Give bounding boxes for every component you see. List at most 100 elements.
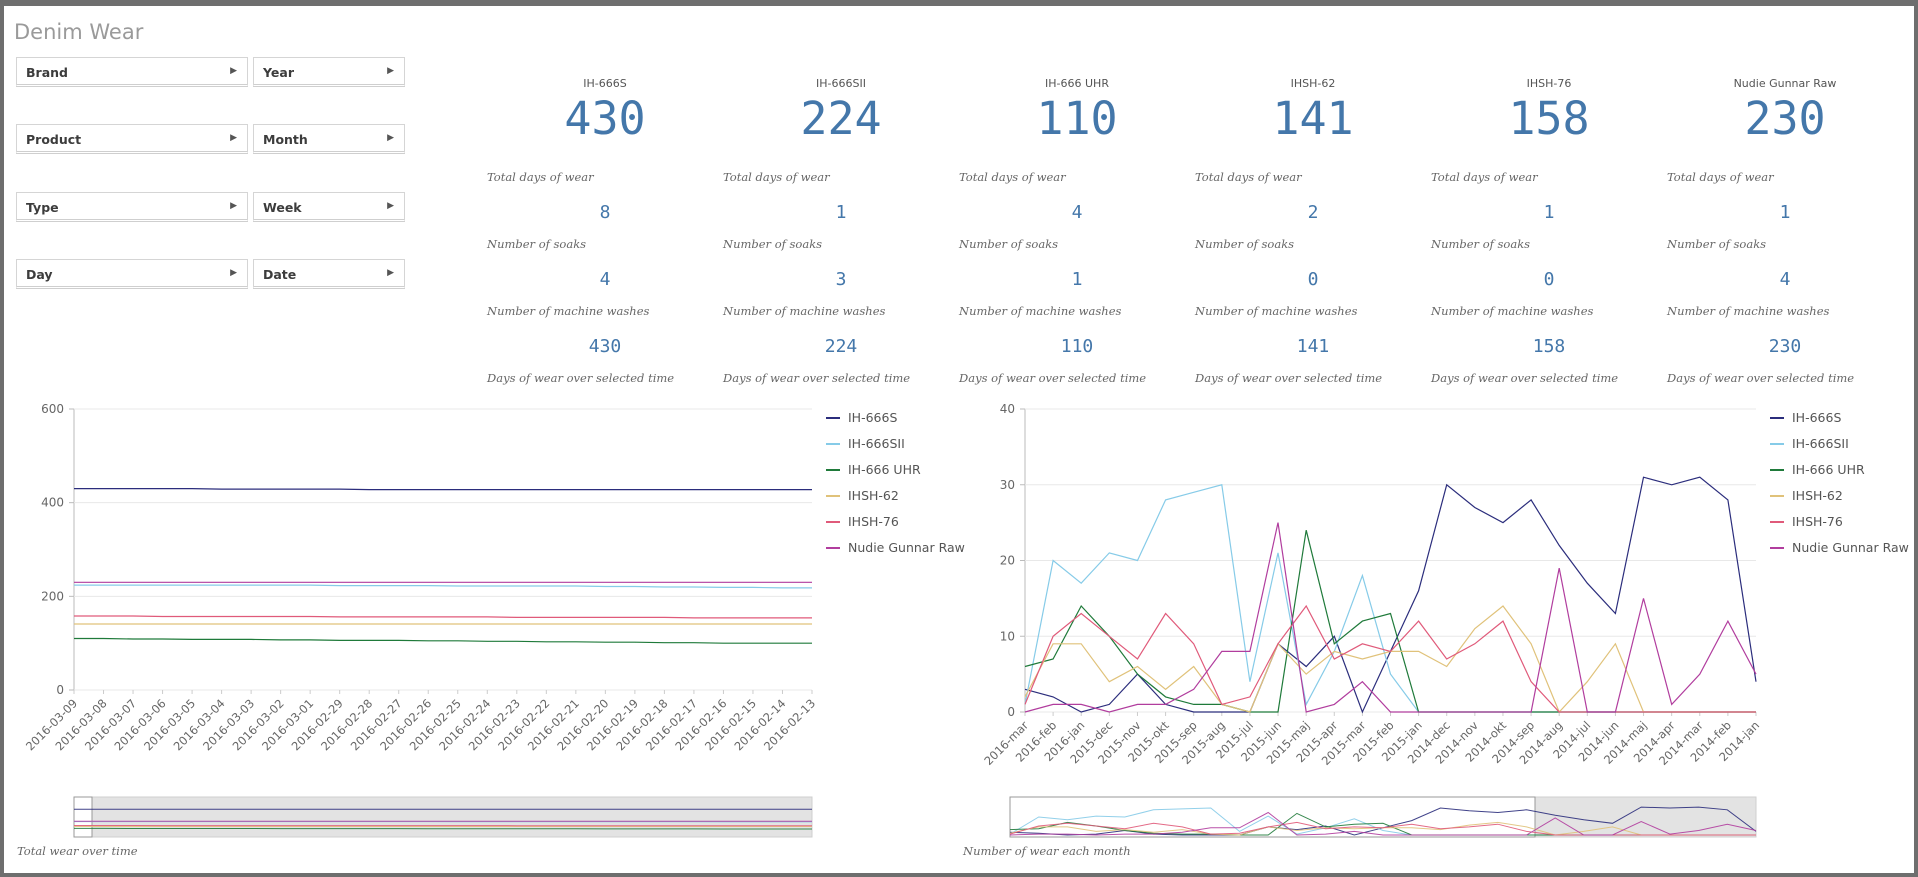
kpi-selected-label: Days of wear over selected time xyxy=(1431,371,1619,385)
kpi-soaks-value: 2 xyxy=(1307,202,1319,223)
kpi-washes-value: 3 xyxy=(835,269,847,290)
app-title: Denim Wear xyxy=(14,20,144,44)
y-tick-label: 30 xyxy=(1000,478,1015,492)
kpi-selected-value: 430 xyxy=(588,336,622,357)
filter-label: Type xyxy=(26,200,59,215)
navigator-series-line xyxy=(1009,811,1757,836)
series-line-ih-666-uhr xyxy=(74,637,812,644)
filter-date[interactable]: Date ▶ xyxy=(253,259,405,289)
kpi-selected-label: Days of wear over selected time xyxy=(959,371,1147,385)
caret-right-icon: ▶ xyxy=(387,268,394,278)
kpi-selected-value: 158 xyxy=(1532,336,1566,357)
series-line-ih-666-uhr xyxy=(1024,530,1756,713)
series-line-ihsh-76 xyxy=(74,615,812,619)
navigator-series-line xyxy=(74,827,812,830)
legend-label: Nudie Gunnar Raw xyxy=(848,540,965,555)
filter-label: Year xyxy=(263,65,294,80)
kpi-total-label: Total days of wear xyxy=(487,170,594,184)
filter-label: Month xyxy=(263,132,308,147)
filter-year[interactable]: Year ▶ xyxy=(253,57,405,87)
navigator-series-line xyxy=(1009,821,1756,836)
filter-label: Product xyxy=(26,132,82,147)
kpi-washes-value: 1 xyxy=(1071,269,1083,290)
filter-type[interactable]: Type ▶ xyxy=(16,192,248,222)
legend-label: IHSH-76 xyxy=(848,514,899,529)
kpi-total-value: 110 xyxy=(1036,92,1118,145)
legend-label: IH-666SII xyxy=(848,436,905,451)
kpi-washes-value: 4 xyxy=(1779,269,1791,290)
caret-right-icon: ▶ xyxy=(387,201,394,211)
kpi-total-value: 230 xyxy=(1744,92,1826,145)
kpi-soaks-label: Number of soaks xyxy=(1431,237,1531,251)
kpi-total-value: 224 xyxy=(800,92,882,145)
y-tick-label: 20 xyxy=(1000,554,1015,568)
series-line-ih-666s xyxy=(74,488,812,491)
navigator-window xyxy=(1009,796,1536,838)
window-frame-left xyxy=(0,0,4,877)
y-tick-label: 400 xyxy=(41,496,64,510)
filter-month[interactable]: Month ▶ xyxy=(253,124,405,154)
caret-right-icon: ▶ xyxy=(230,66,237,76)
legend-label: IH-666S xyxy=(848,410,897,425)
kpi-name: IH-666S xyxy=(583,77,627,90)
kpi-soaks-value: 1 xyxy=(1543,202,1555,223)
kpi-washes-value: 4 xyxy=(599,269,611,290)
filter-product[interactable]: Product ▶ xyxy=(16,124,248,154)
kpi-total-value: 158 xyxy=(1508,92,1590,145)
chart-footer-wear-each-month: Number of wear each month xyxy=(963,844,1131,858)
kpi-name: IHSH-76 xyxy=(1526,77,1572,90)
series-line-nudie-gunnar-raw xyxy=(1024,522,1757,713)
y-tick-label: 0 xyxy=(1007,705,1015,719)
kpi-soaks-value: 1 xyxy=(835,202,847,223)
kpi-total-label: Total days of wear xyxy=(723,170,830,184)
kpi-soaks-label: Number of soaks xyxy=(723,237,823,251)
filter-label: Brand xyxy=(26,65,68,80)
kpi-soaks-value: 4 xyxy=(1071,202,1083,223)
kpi-selected-label: Days of wear over selected time xyxy=(723,371,911,385)
y-tick-label: 600 xyxy=(41,402,64,416)
kpi-soaks-label: Number of soaks xyxy=(1195,237,1295,251)
filter-day[interactable]: Day ▶ xyxy=(16,259,248,289)
kpi-name: IHSH-62 xyxy=(1290,77,1336,90)
caret-right-icon: ▶ xyxy=(230,133,237,143)
kpi-selected-value: 141 xyxy=(1296,336,1330,357)
y-tick-label: 40 xyxy=(1000,402,1015,416)
kpi-soaks-label: Number of soaks xyxy=(487,237,587,251)
kpi-selected-label: Days of wear over selected time xyxy=(487,371,675,385)
kpi-selected-label: Days of wear over selected time xyxy=(1667,371,1855,385)
series-line-ih-666sii xyxy=(74,584,812,589)
kpi-total-label: Total days of wear xyxy=(1195,170,1302,184)
kpi-total-label: Total days of wear xyxy=(1431,170,1538,184)
kpi-selected-value: 110 xyxy=(1060,336,1094,357)
caret-right-icon: ▶ xyxy=(230,268,237,278)
legend-label: IHSH-62 xyxy=(848,488,899,503)
kpi-soaks-value: 8 xyxy=(599,202,611,223)
filter-week[interactable]: Week ▶ xyxy=(253,192,405,222)
caret-right-icon: ▶ xyxy=(230,201,237,211)
kpi-washes-value: 0 xyxy=(1543,269,1555,290)
kpi-total-label: Total days of wear xyxy=(959,170,1066,184)
legend-label: IHSH-62 xyxy=(1792,488,1843,503)
kpi-selected-value: 224 xyxy=(824,336,858,357)
caret-right-icon: ▶ xyxy=(387,133,394,143)
y-tick-label: 0 xyxy=(56,683,64,697)
series-line-ihsh-62 xyxy=(1024,605,1756,714)
kpi-name: IH-666SII xyxy=(816,77,866,90)
kpi-selected-label: Days of wear over selected time xyxy=(1195,371,1383,385)
kpi-soaks-value: 1 xyxy=(1779,202,1791,223)
kpi-washes-label: Number of machine washes xyxy=(1667,304,1830,318)
filter-brand[interactable]: Brand ▶ xyxy=(16,57,248,87)
kpi-soaks-label: Number of soaks xyxy=(959,237,1059,251)
kpi-washes-label: Number of machine washes xyxy=(487,304,650,318)
kpi-washes-label: Number of machine washes xyxy=(1195,304,1358,318)
filter-label: Date xyxy=(263,267,297,282)
window-frame-right xyxy=(1914,0,1918,877)
chart-footer-total-wear: Total wear over time xyxy=(17,844,138,858)
kpi-washes-value: 0 xyxy=(1307,269,1319,290)
legend-label: Nudie Gunnar Raw xyxy=(1792,540,1909,555)
kpi-washes-label: Number of machine washes xyxy=(1431,304,1594,318)
kpi-total-value: 141 xyxy=(1272,92,1354,145)
caret-right-icon: ▶ xyxy=(387,66,394,76)
filter-label: Day xyxy=(26,267,53,282)
